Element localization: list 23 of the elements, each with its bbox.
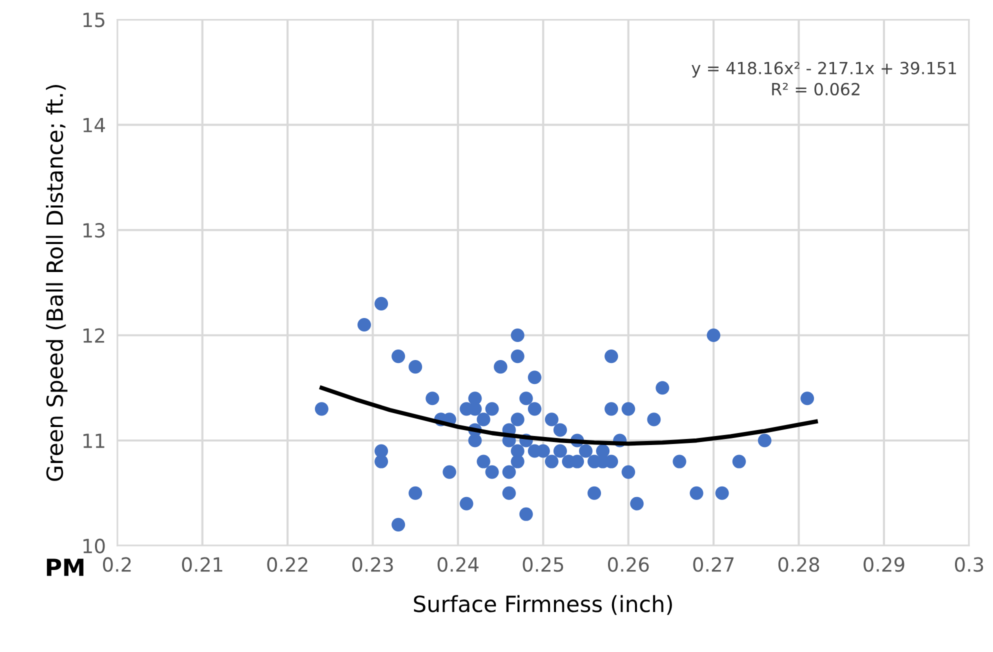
- x-tick-label: 0.22: [267, 557, 308, 572]
- x-tick-label: 0.27: [693, 557, 734, 572]
- text: PM: [46, 558, 84, 576]
- x-tick-label: 0.28: [778, 557, 820, 572]
- line-series: [320, 386, 818, 446]
- y-tick-label: 13: [83, 222, 105, 238]
- y-tick-label: 10: [83, 538, 105, 554]
- x-tick-label: 0.21: [182, 557, 222, 572]
- x-axis-title: Surface Firmness (inch): [414, 595, 672, 615]
- x-tick-label: 0.29: [864, 557, 904, 572]
- y-tick-label: 12: [83, 328, 104, 343]
- y-tick-label: 11: [83, 434, 104, 448]
- x-tick-label: 0.24: [438, 557, 479, 572]
- x-tick-label: 0.26: [608, 557, 649, 572]
- x-tick-label: 0.23: [352, 557, 393, 572]
- annotation: R² = 0.062: [772, 82, 860, 96]
- y-tick-label: 14: [83, 118, 105, 132]
- x-tick-label: 0.25: [522, 557, 564, 572]
- x-tick-label: 0.2: [102, 557, 131, 572]
- annotation: y = 418.16x² - 217.1x + 39.151: [692, 62, 956, 78]
- y-axis-title: Green Speed (Ball Roll Distance; ft.): [46, 85, 68, 481]
- y-tick-label: 15: [83, 12, 104, 28]
- x-tick-label: 0.3: [954, 557, 984, 572]
